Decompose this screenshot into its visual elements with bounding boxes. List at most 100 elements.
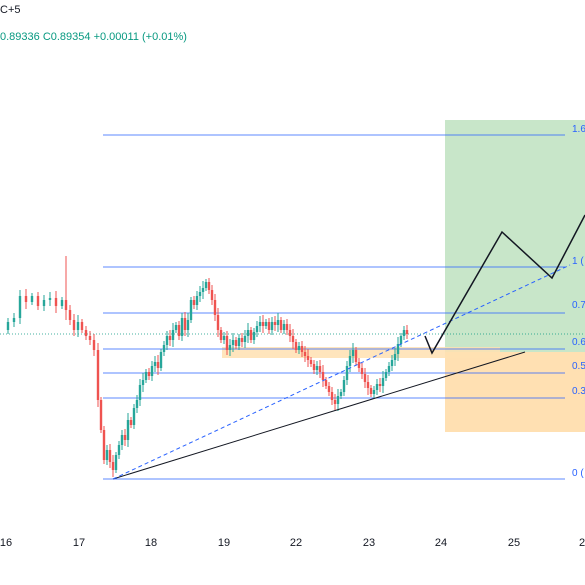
candle-body: [72, 320, 76, 330]
candle-body: [228, 345, 232, 350]
x-axis: 16 17 18 19 22 23 24 25 2: [0, 537, 585, 549]
x-tick-label: 24: [435, 537, 447, 549]
candle-body: [336, 396, 340, 404]
candle-body: [318, 366, 322, 372]
candle-body: [177, 325, 181, 336]
candle-body: [80, 322, 84, 330]
candle-body: [48, 298, 52, 300]
candle-body: [378, 384, 382, 386]
candle-body: [114, 455, 118, 470]
candle-body: [345, 366, 349, 380]
candle-body: [297, 346, 301, 350]
candle-body: [92, 340, 96, 350]
candle-body: [168, 336, 172, 340]
candle-body: [201, 288, 205, 292]
candle-body: [384, 372, 388, 378]
x-tick-label: 22: [290, 537, 302, 549]
candle-body: [366, 382, 370, 388]
candle-body: [270, 322, 274, 330]
candle-body: [300, 346, 304, 352]
candle-body: [120, 435, 124, 445]
candle-body: [348, 356, 352, 366]
candle-body: [150, 366, 154, 376]
candle-body: [156, 362, 160, 368]
candle-body: [123, 435, 127, 440]
candle-body: [246, 330, 250, 336]
candle-body: [198, 292, 202, 296]
candle-body: [165, 336, 169, 345]
candle-body: [240, 338, 244, 342]
fib-label: 0.7: [572, 300, 585, 311]
candle-body: [207, 282, 211, 290]
candle-body: [102, 430, 106, 460]
demand-zone[interactable]: [222, 347, 500, 358]
candle-body: [174, 325, 178, 330]
candle-body: [216, 315, 220, 330]
candle-body: [303, 352, 307, 356]
x-tick-label: 25: [508, 537, 520, 549]
candle-body: [369, 388, 373, 394]
candle-body: [129, 420, 133, 425]
candle-body: [330, 392, 334, 400]
chart-title: C+5: [0, 4, 21, 16]
candle-body: [144, 372, 148, 380]
x-tick-label: 2: [579, 537, 585, 549]
fib-label: 0.6: [572, 337, 585, 348]
candle-body: [153, 362, 157, 366]
candle-body: [105, 450, 109, 460]
fib-label: 0.3: [572, 386, 585, 397]
candle-body: [76, 322, 80, 330]
candlestick-series: [6, 256, 409, 477]
candle-body: [285, 324, 289, 330]
candle-body: [99, 400, 103, 430]
candle-body: [117, 445, 121, 455]
candle-body: [138, 385, 142, 400]
x-tick-label: 18: [145, 537, 157, 549]
candle-body: [333, 400, 337, 404]
candle-body: [294, 342, 298, 350]
candle-body: [402, 330, 406, 336]
candle-body: [204, 282, 208, 288]
candle-body: [264, 322, 268, 326]
candle-body: [354, 350, 358, 362]
candle-body: [213, 300, 217, 315]
candle-body: [312, 364, 316, 370]
target-zone[interactable]: [445, 120, 585, 352]
x-tick-label: 19: [218, 537, 230, 549]
fib-base-line[interactable]: [112, 264, 571, 480]
candle-body: [6, 322, 10, 330]
candle-body: [252, 332, 256, 340]
candle-body: [249, 330, 253, 340]
candle-body: [162, 345, 166, 352]
candle-body: [267, 322, 271, 330]
candle-body: [243, 336, 247, 342]
candle-body: [18, 296, 22, 318]
candle-body: [147, 372, 151, 376]
ohlc-readout: 0.89336 C0.89354 +0.00011 (+0.01%): [0, 31, 187, 43]
trend-line[interactable]: [112, 351, 526, 480]
candle-body: [255, 326, 259, 332]
candle-body: [321, 372, 325, 380]
fibonacci-levels[interactable]: [0, 134, 585, 480]
candle-body: [234, 340, 238, 346]
fib-label: 0 (: [572, 468, 584, 479]
candle-body: [306, 356, 310, 360]
candle-body: [276, 320, 280, 325]
candle-body: [88, 336, 92, 340]
candle-body: [192, 300, 196, 305]
candle-body: [186, 320, 190, 330]
candle-body: [324, 380, 328, 386]
candle-body: [309, 360, 313, 364]
candle-body: [12, 318, 16, 322]
candle-body: [231, 340, 235, 345]
stop-zone[interactable]: [445, 352, 585, 432]
candle-body: [357, 362, 361, 368]
candle-body: [195, 296, 199, 305]
candle-body: [381, 378, 385, 386]
candle-body: [68, 310, 72, 320]
projection-path[interactable]: [424, 214, 585, 355]
x-tick-label: 23: [363, 537, 375, 549]
candle-body: [390, 360, 394, 366]
candle-body: [342, 380, 346, 392]
